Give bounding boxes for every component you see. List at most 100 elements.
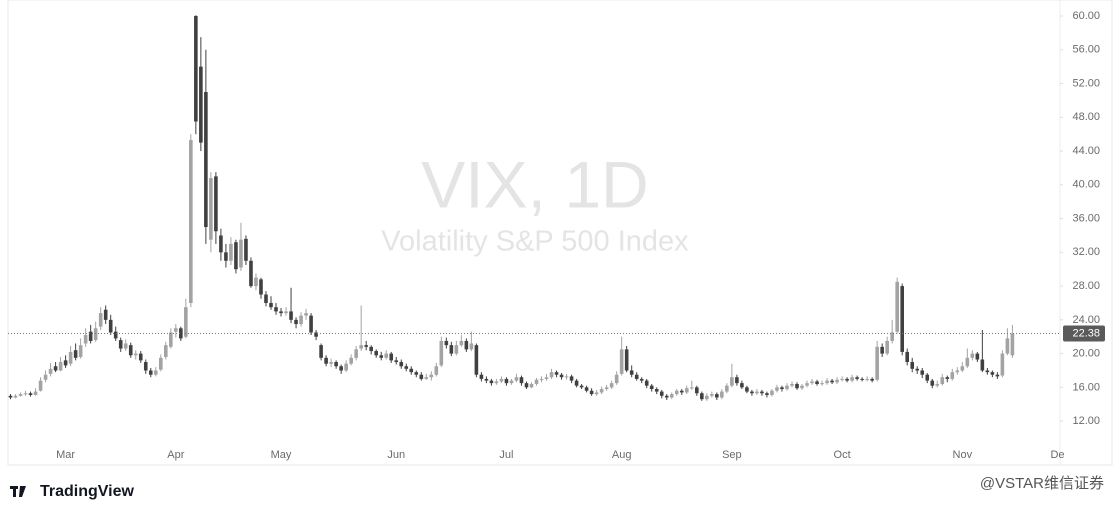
- candle-body: [970, 353, 975, 358]
- candle-body: [725, 385, 729, 392]
- candle-body: [980, 359, 985, 371]
- candle-body: [354, 349, 358, 358]
- x-tick-label: May: [271, 449, 292, 461]
- candle-body: [740, 383, 744, 388]
- candle-body: [750, 391, 754, 394]
- candle-body: [790, 383, 794, 386]
- candle-body: [103, 309, 108, 320]
- candle-body: [374, 351, 378, 356]
- candle-body: [394, 360, 399, 363]
- watermark-title: VIX, 1D: [421, 147, 648, 221]
- watermark-subtitle: Volatility S&P 500 Index: [381, 226, 689, 258]
- candle-body: [910, 362, 915, 369]
- candle-body: [148, 370, 153, 375]
- candle-body: [249, 260, 253, 287]
- candle-body: [484, 378, 489, 381]
- candle-body: [244, 238, 248, 261]
- candle-body: [379, 355, 384, 358]
- candle-body: [429, 374, 434, 378]
- candle-body: [254, 277, 258, 287]
- candle-body: [239, 239, 243, 268]
- y-tick-label: 44.00: [1072, 145, 1100, 157]
- candle-body: [209, 178, 213, 240]
- candle-body: [930, 380, 935, 386]
- candle-body: [890, 332, 894, 341]
- candle-body: [539, 378, 544, 380]
- candle-body: [1010, 333, 1015, 356]
- candle-body: [133, 353, 138, 356]
- candle-body: [359, 345, 363, 349]
- candle-body: [204, 91, 208, 228]
- candle-body: [604, 387, 609, 390]
- candle-body: [800, 385, 804, 389]
- candle-body: [489, 380, 494, 384]
- y-tick-label: 12.00: [1072, 415, 1100, 427]
- candle-body: [770, 390, 774, 395]
- candle-body: [108, 319, 113, 333]
- candle-body: [950, 372, 955, 379]
- candle-body: [63, 360, 68, 366]
- candle-body: [905, 351, 910, 363]
- candle-body: [579, 385, 584, 388]
- candle-body: [279, 311, 283, 314]
- candle-body: [419, 374, 424, 379]
- candle-body: [885, 340, 889, 354]
- candle-body: [634, 374, 639, 379]
- candle-body: [945, 377, 950, 379]
- candle-body: [28, 393, 33, 395]
- candle-body: [439, 340, 444, 366]
- candle-body: [454, 345, 459, 354]
- candle-body: [514, 377, 519, 381]
- candle-body: [895, 281, 899, 332]
- candle-body: [53, 366, 58, 371]
- plot-frame: [7, 0, 1113, 466]
- candle-body: [875, 346, 879, 380]
- candle-body: [775, 387, 779, 391]
- candle-body: [324, 357, 328, 364]
- candle-body: [524, 383, 529, 388]
- candle-body: [364, 345, 368, 347]
- candle-body: [870, 378, 874, 381]
- candle-body: [599, 389, 604, 393]
- candle-body: [153, 370, 158, 375]
- candle-body: [519, 377, 524, 384]
- candle-body: [474, 345, 479, 375]
- candle-body: [409, 368, 414, 373]
- candle-body: [609, 383, 614, 388]
- candle-body: [549, 372, 554, 378]
- candle-body: [805, 383, 809, 386]
- candle-body: [33, 391, 38, 395]
- brand-logo: [10, 486, 26, 497]
- candle-body: [735, 377, 739, 384]
- candle-body: [644, 380, 649, 386]
- candle-body: [444, 340, 449, 346]
- candle-body: [649, 385, 654, 390]
- y-tick-label: 48.00: [1072, 111, 1100, 123]
- candle-body: [594, 392, 599, 395]
- candle-body: [424, 377, 429, 379]
- candle-body: [344, 363, 348, 371]
- candle-body: [384, 353, 389, 358]
- candle-body: [264, 294, 268, 303]
- candle-body: [299, 315, 303, 325]
- candle-body: [785, 385, 789, 390]
- candle-body: [224, 252, 228, 261]
- candle-body: [690, 387, 694, 389]
- candle-body: [284, 311, 288, 314]
- candle-body: [715, 394, 719, 398]
- candle-body: [664, 395, 669, 398]
- candle-body: [434, 366, 439, 375]
- x-tick-label: Oct: [834, 449, 851, 461]
- candle-body: [659, 391, 664, 396]
- candle-body: [349, 357, 353, 364]
- y-tick-label: 36.00: [1072, 212, 1100, 224]
- candle-body: [174, 328, 178, 332]
- y-tick-label: 52.00: [1072, 77, 1100, 89]
- candle-body: [229, 243, 233, 261]
- candle-body: [710, 394, 714, 396]
- candle-body: [995, 374, 1000, 377]
- candle-body: [1000, 353, 1005, 376]
- candle-body: [795, 383, 799, 389]
- candle-body: [78, 345, 83, 357]
